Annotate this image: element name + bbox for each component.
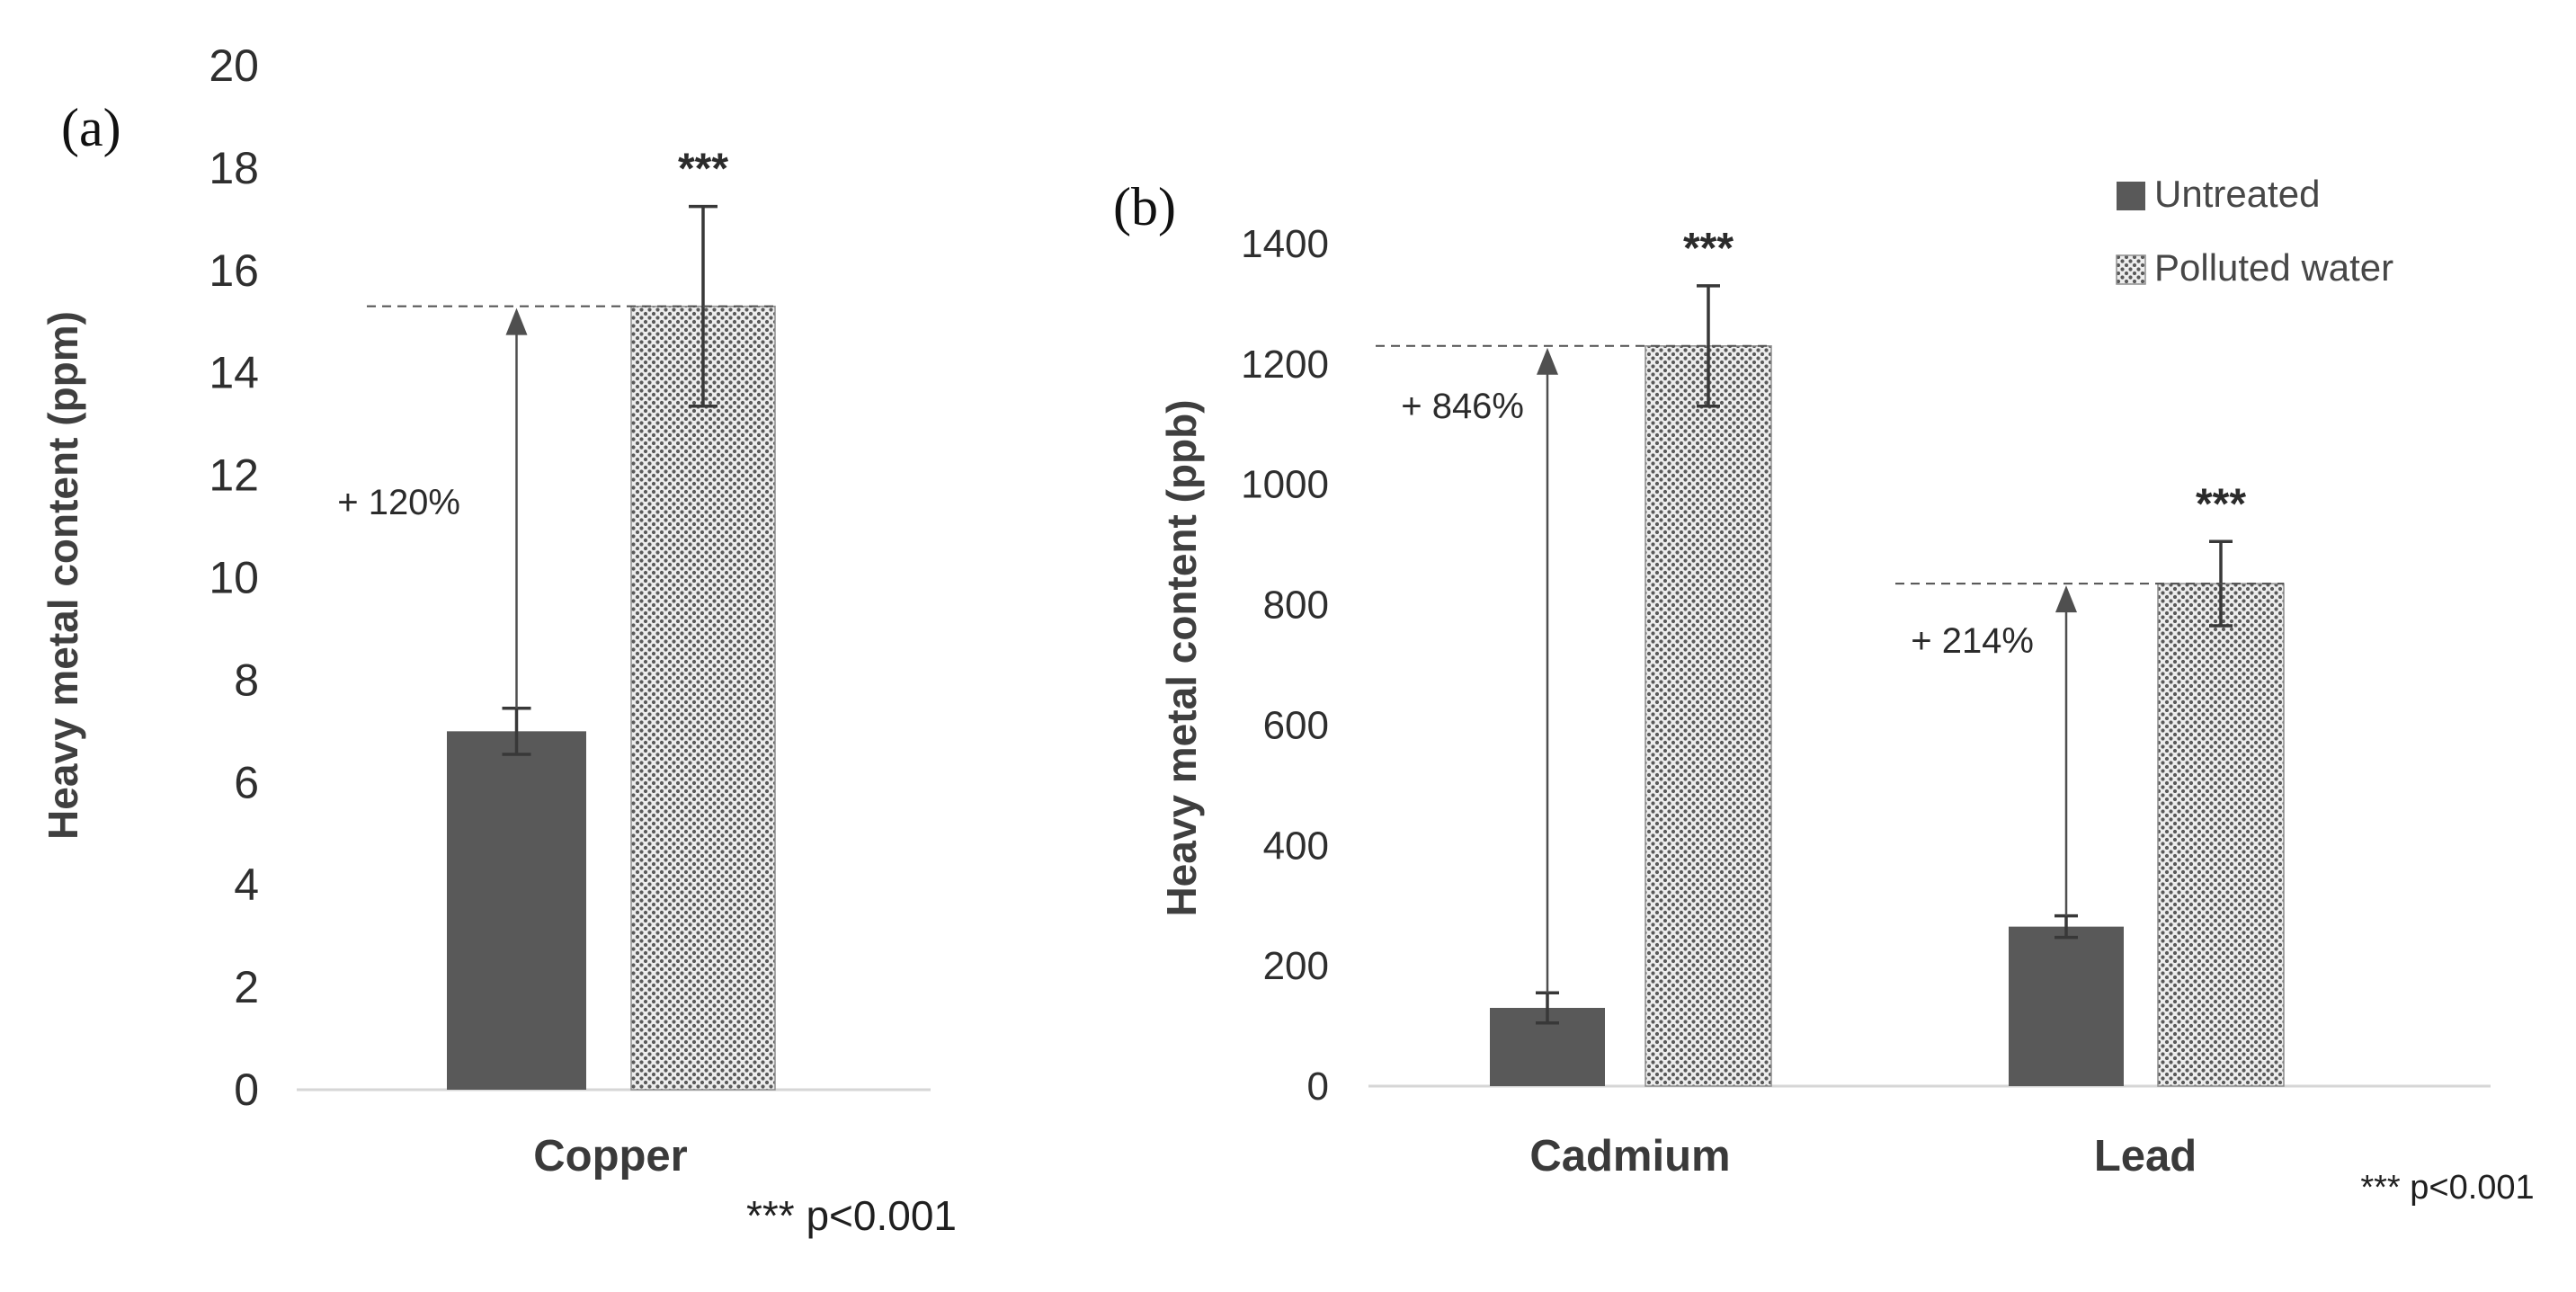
y-tick-label: 6 xyxy=(234,757,259,807)
bar-polluted-lead xyxy=(2157,583,2285,1087)
y-tick-label: 8 xyxy=(234,655,259,705)
legend-label-polluted: Polluted water xyxy=(2154,246,2393,289)
y-tick-label: 1200 xyxy=(1241,343,1329,387)
y-tick-label: 20 xyxy=(209,40,259,91)
category-label-copper: Copper xyxy=(533,1132,688,1181)
legend: Untreated Polluted water xyxy=(2116,173,2393,289)
y-tick-label: 800 xyxy=(1263,584,1329,628)
y-tick-label: 16 xyxy=(209,245,259,296)
y-tick-label: 400 xyxy=(1263,824,1329,868)
increase-arrow-head xyxy=(2055,585,2077,613)
significance-stars-copper: *** xyxy=(678,146,728,193)
category-label-lead: Lead xyxy=(2094,1132,2197,1181)
bar-untreated-lead xyxy=(2009,926,2124,1086)
increase-annotation-lead: + 214% xyxy=(1911,621,2034,661)
panel-b-label: (b) xyxy=(1113,177,1176,236)
increase-arrow-head xyxy=(505,307,528,335)
panel-b-footnote: *** p<0.001 xyxy=(2360,1169,2534,1207)
y-tick-label: 600 xyxy=(1263,703,1329,747)
significance-stars-lead: *** xyxy=(2196,480,2246,528)
panel-a-y-axis-title: Heavy metal content (ppm) xyxy=(40,311,86,840)
legend-label-untreated: Untreated xyxy=(2154,173,2320,215)
increase-annotation-cadmium: + 846% xyxy=(1401,387,1524,426)
y-tick-label: 18 xyxy=(209,143,259,193)
y-tick-label: 12 xyxy=(209,450,259,501)
legend-swatch-untreated-icon xyxy=(2117,182,2145,210)
increase-arrow-head xyxy=(1537,347,1558,375)
panel-a-label: (a) xyxy=(61,98,121,157)
bar-untreated-copper xyxy=(447,731,586,1090)
y-tick-label: 10 xyxy=(209,553,259,603)
significance-stars-cadmium: *** xyxy=(1683,225,1734,272)
y-tick-label: 1000 xyxy=(1241,463,1329,507)
y-tick-label: 200 xyxy=(1263,944,1329,988)
legend-swatch-polluted-icon xyxy=(2116,254,2146,285)
y-tick-label: 0 xyxy=(234,1065,259,1115)
y-tick-label: 2 xyxy=(234,962,259,1012)
y-tick-label: 0 xyxy=(1307,1065,1329,1109)
increase-annotation-copper: + 120% xyxy=(337,483,460,522)
y-tick-label: 1400 xyxy=(1241,222,1329,266)
panel-a-footnote: *** p<0.001 xyxy=(746,1192,957,1239)
bar-polluted-copper xyxy=(630,305,776,1091)
y-tick-label: 14 xyxy=(209,348,259,398)
panel-b-y-axis-title: Heavy metal content (ppb) xyxy=(1158,399,1205,916)
y-tick-label: 4 xyxy=(234,860,259,910)
bar-polluted-cadmium xyxy=(1645,345,1772,1087)
chart-render-layer: 0 2 4 6 8 10 12 14 16 18 20 + 120% *** Copper 0 200 400 6… xyxy=(209,40,2491,1181)
category-label-cadmium: Cadmium xyxy=(1529,1132,1730,1181)
